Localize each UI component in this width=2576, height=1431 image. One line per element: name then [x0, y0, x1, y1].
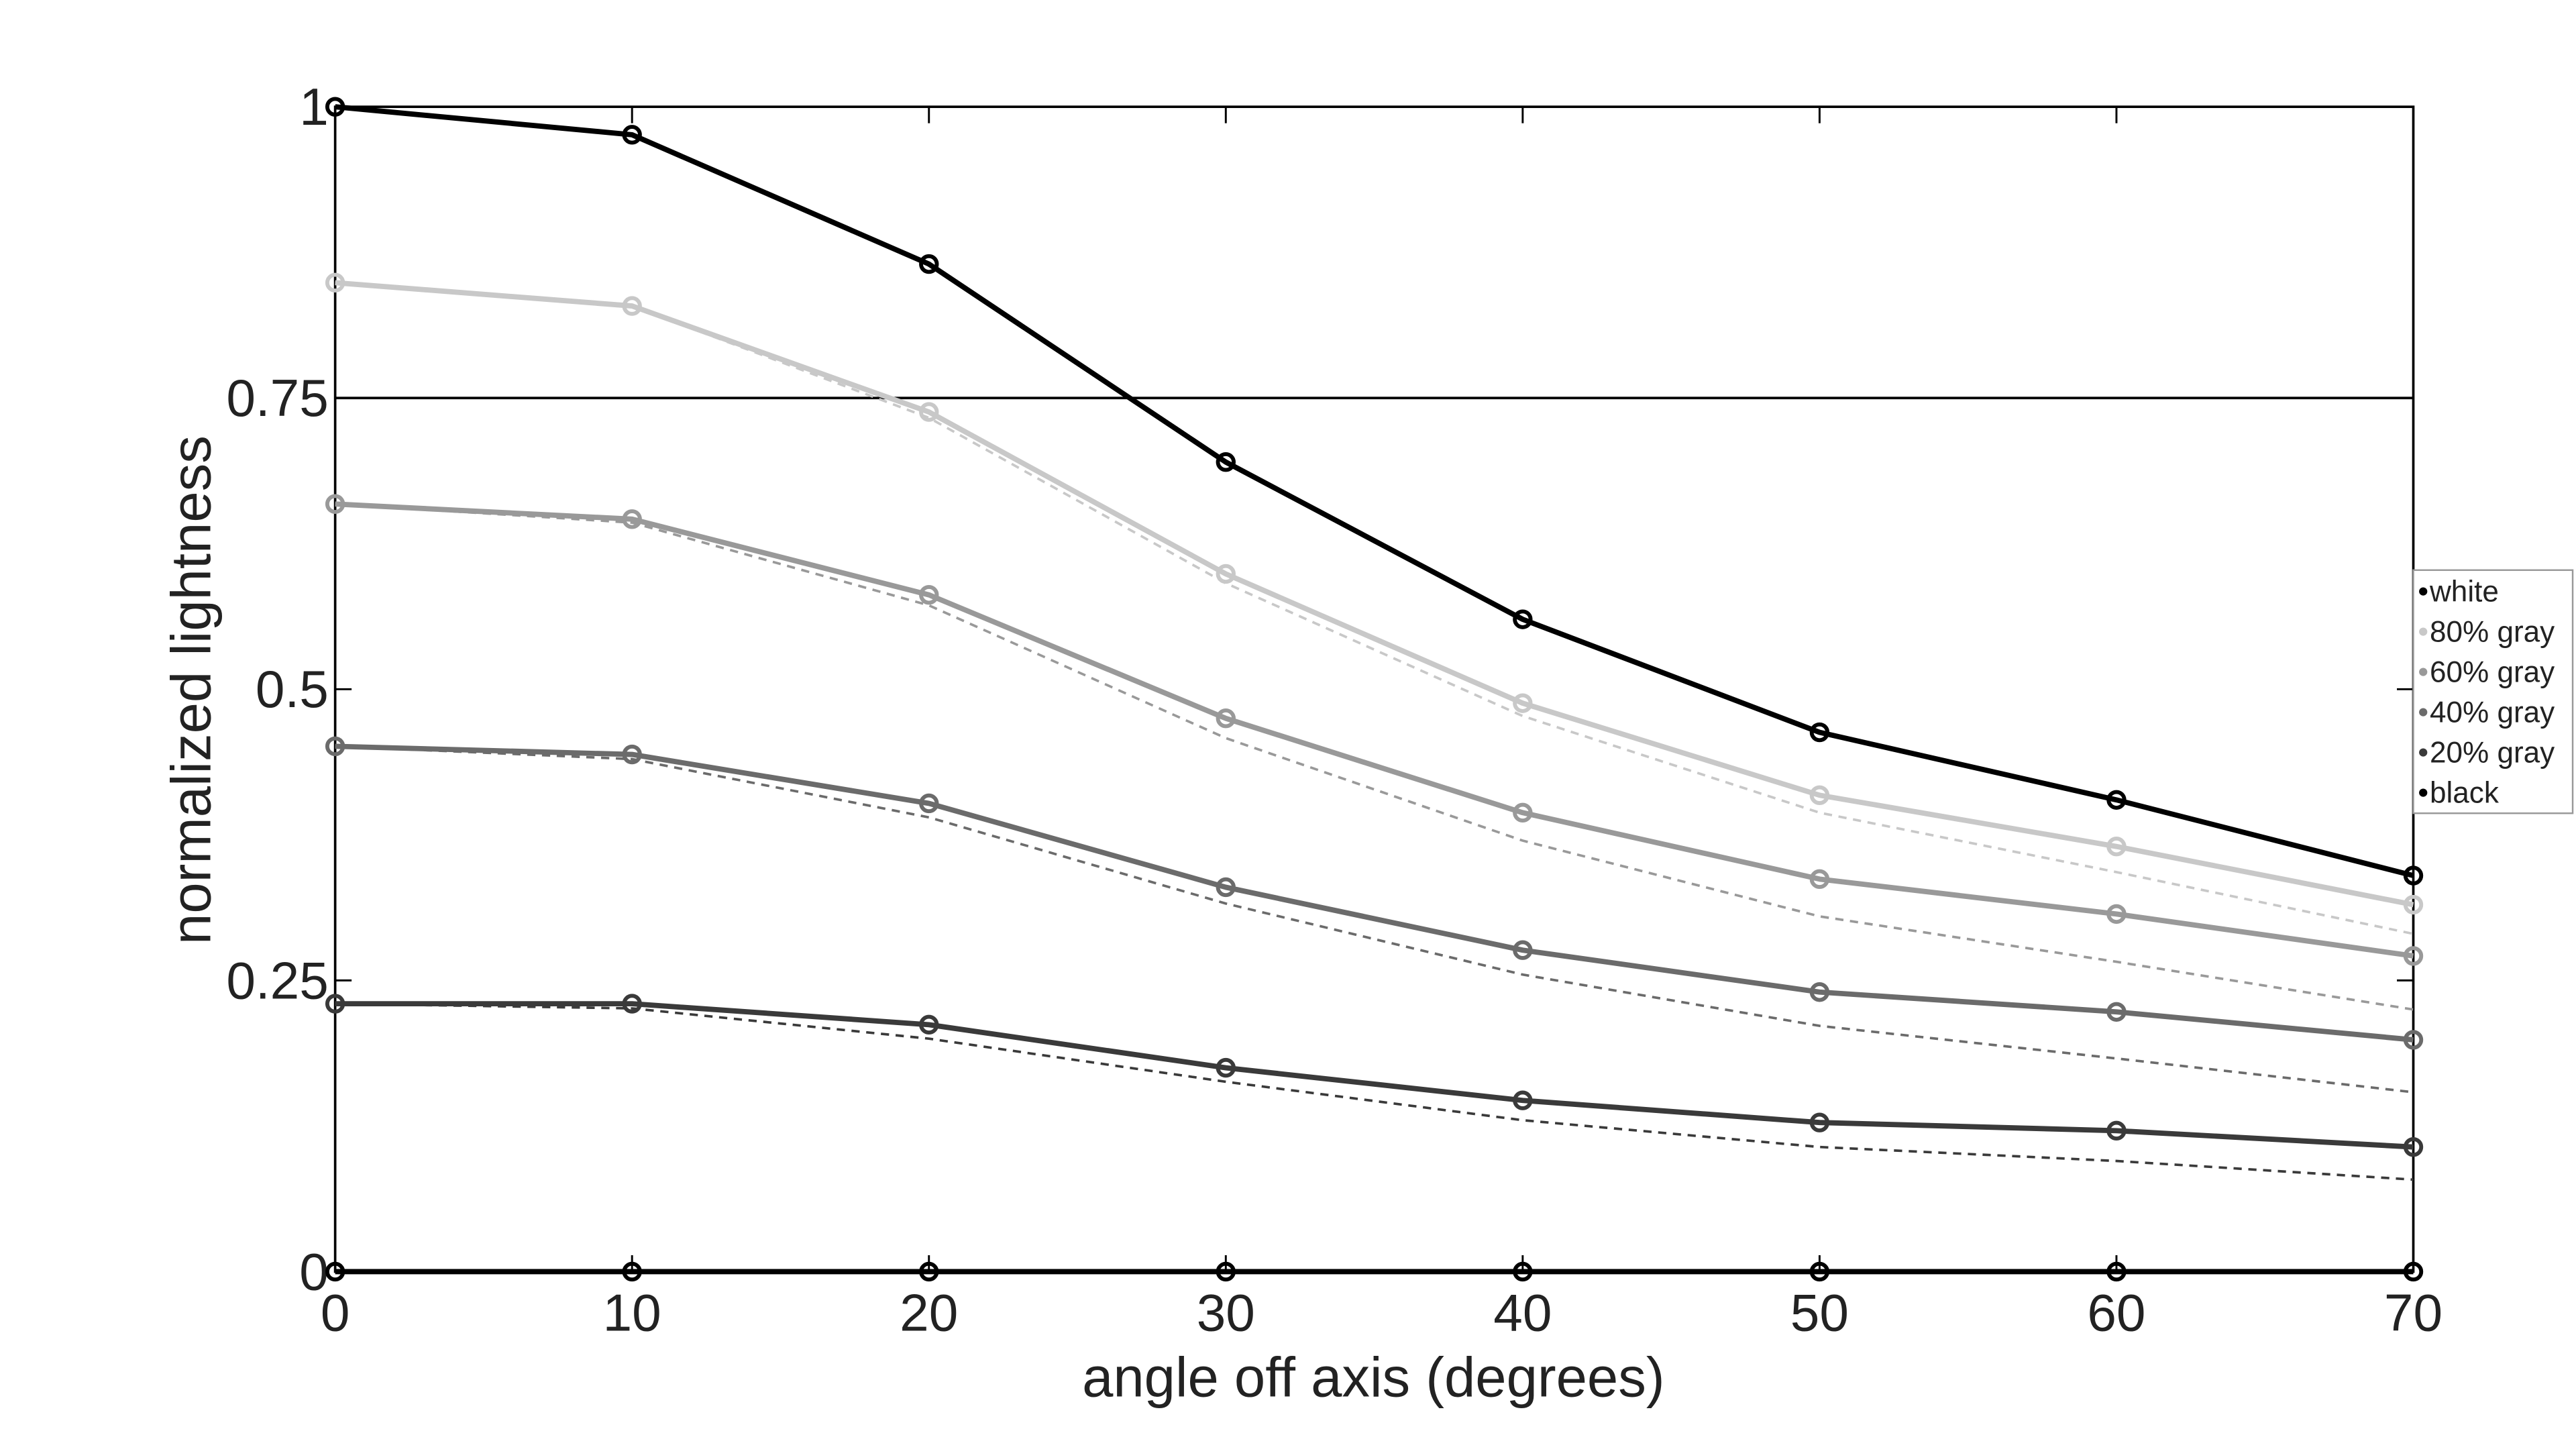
marker: [622, 296, 642, 316]
marker: [325, 494, 345, 514]
marker: [2403, 894, 2424, 915]
marker: [1513, 1261, 1533, 1282]
marker: [1513, 693, 1533, 713]
marker: [919, 402, 939, 422]
marker: [325, 994, 345, 1014]
series-line: [335, 280, 2414, 908]
x-tick-label: 60: [2087, 1283, 2145, 1342]
legend-marker: [2419, 788, 2428, 797]
marker: [919, 1261, 939, 1282]
marker: [2106, 837, 2127, 857]
legend-box: [2412, 569, 2574, 814]
marker: [622, 744, 642, 765]
marker: [2106, 1120, 2127, 1141]
marker: [1216, 708, 1236, 729]
marker: [919, 1014, 939, 1035]
series-line: [335, 1001, 2414, 1150]
x-tick-label: 50: [1790, 1283, 1849, 1342]
marker: [2106, 1002, 2127, 1022]
series-line: [335, 501, 2414, 959]
marker: [919, 254, 939, 274]
marker: [1809, 1261, 1830, 1282]
marker: [1513, 609, 1533, 629]
y-tick-label: 1: [299, 77, 329, 136]
x-axis-label: angle off axis (degrees): [1082, 1346, 1664, 1409]
marker: [2403, 1030, 2424, 1050]
legend-marker: [2419, 668, 2428, 676]
x-tick-label: 40: [1493, 1283, 1552, 1342]
y-tick-label: 0: [299, 1242, 329, 1301]
marker: [1216, 452, 1236, 472]
marker: [919, 584, 939, 605]
marker: [919, 793, 939, 814]
x-tick-label: 0: [321, 1283, 350, 1342]
marker: [325, 97, 345, 117]
x-tick-label: 30: [1197, 1283, 1255, 1342]
marker: [1216, 877, 1236, 898]
legend-label: 80% gray: [2430, 615, 2555, 648]
marker: [2106, 1261, 2127, 1282]
marker: [622, 994, 642, 1014]
x-tick-label: 20: [900, 1283, 958, 1342]
marker: [1809, 722, 1830, 743]
marker: [622, 125, 642, 145]
marker: [325, 272, 345, 293]
marker: [1216, 1261, 1236, 1282]
legend-label: 40% gray: [2430, 696, 2555, 729]
y-tick-label: 0.25: [226, 951, 329, 1010]
dashed-line: [335, 1002, 2414, 1181]
marker: [622, 509, 642, 529]
marker: [1809, 869, 1830, 890]
marker: [325, 736, 345, 757]
marker: [325, 1261, 345, 1282]
marker: [1513, 802, 1533, 823]
series-line: [335, 104, 2414, 878]
marker: [1809, 785, 1830, 806]
legend-marker: [2419, 627, 2428, 636]
marker: [1216, 1057, 1236, 1078]
legend-label: 20% gray: [2430, 736, 2555, 769]
marker: [2403, 1261, 2424, 1282]
marker: [2106, 904, 2127, 924]
y-tick-label: 0.75: [226, 368, 329, 427]
legend-label: black: [2430, 776, 2500, 809]
marker: [1809, 982, 1830, 1002]
marker: [2403, 1136, 2424, 1157]
x-tick-label: 70: [2384, 1283, 2443, 1342]
legend-marker: [2419, 587, 2428, 596]
legend-label: white: [2429, 575, 2499, 608]
marker: [2106, 790, 2127, 810]
y-axis-label: normalized lightness: [160, 435, 223, 945]
legend-marker: [2419, 708, 2428, 717]
legend-marker: [2419, 748, 2428, 757]
marker: [1513, 940, 1533, 960]
marker: [622, 1261, 642, 1282]
dashed-line: [335, 745, 2414, 1094]
x-tick-label: 10: [603, 1283, 661, 1342]
marker: [1513, 1090, 1533, 1110]
marker: [1809, 1112, 1830, 1132]
marker: [1216, 564, 1236, 584]
series-line: [335, 743, 2414, 1043]
legend-label: 60% gray: [2430, 655, 2555, 688]
marker: [2403, 946, 2424, 966]
y-tick-label: 0.5: [256, 659, 329, 719]
marker: [2403, 865, 2424, 886]
